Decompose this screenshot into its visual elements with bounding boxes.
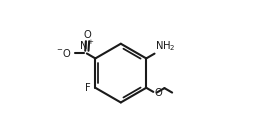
Text: $^{-}$O: $^{-}$O xyxy=(56,47,71,59)
Text: O: O xyxy=(154,88,162,98)
Text: F: F xyxy=(85,83,91,93)
Text: O: O xyxy=(84,30,91,40)
Text: N$^+$: N$^+$ xyxy=(79,39,95,52)
Text: NH$_2$: NH$_2$ xyxy=(155,39,176,53)
